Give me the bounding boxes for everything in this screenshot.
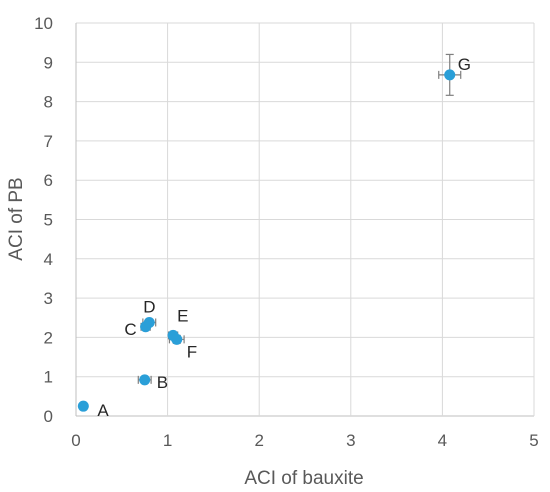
- point-label-a: A: [97, 401, 109, 420]
- y-tick-label: 2: [44, 328, 53, 347]
- data-point-a: [77, 400, 89, 412]
- x-tick-label: 4: [438, 431, 447, 450]
- point-labels: A B CD EF G: [97, 55, 471, 420]
- point-label-b: B: [157, 373, 168, 392]
- data-point-f: [171, 333, 183, 345]
- point-label-d: D: [143, 297, 155, 316]
- data-point-g: [444, 69, 456, 81]
- point-label-e: E: [177, 306, 188, 325]
- y-tick-label: 9: [44, 53, 53, 72]
- tick-labels: 0 1 2 3 4 5 6 7 8 9 10 0 1 2 3 4 5: [34, 14, 539, 450]
- y-tick-label: 8: [44, 93, 53, 112]
- y-tick-label: 4: [44, 250, 53, 269]
- x-tick-label: 3: [346, 431, 355, 450]
- data-point-b: [139, 374, 151, 386]
- x-tick-label: 5: [529, 431, 538, 450]
- data-points: [77, 69, 456, 412]
- x-tick-label: 0: [71, 431, 80, 450]
- y-tick-label: 10: [34, 14, 53, 33]
- y-tick-label: 5: [44, 211, 53, 230]
- grid: [75, 22, 535, 417]
- point-label-f: F: [187, 342, 197, 361]
- point-label-g: G: [458, 55, 471, 74]
- point-label-c: C: [124, 320, 136, 339]
- x-axis-title: ACI of bauxite: [244, 468, 363, 489]
- x-tick-label: 1: [163, 431, 172, 450]
- x-tick-label: 2: [254, 431, 263, 450]
- error-bars: [79, 53, 462, 411]
- data-point-d: [143, 316, 155, 328]
- y-tick-label: 0: [44, 407, 53, 426]
- y-tick-label: 3: [44, 289, 53, 308]
- y-tick-label: 6: [44, 171, 53, 190]
- y-axis-title: ACI of PB: [6, 177, 27, 260]
- y-tick-label: 1: [44, 368, 53, 387]
- y-tick-label: 7: [44, 132, 53, 151]
